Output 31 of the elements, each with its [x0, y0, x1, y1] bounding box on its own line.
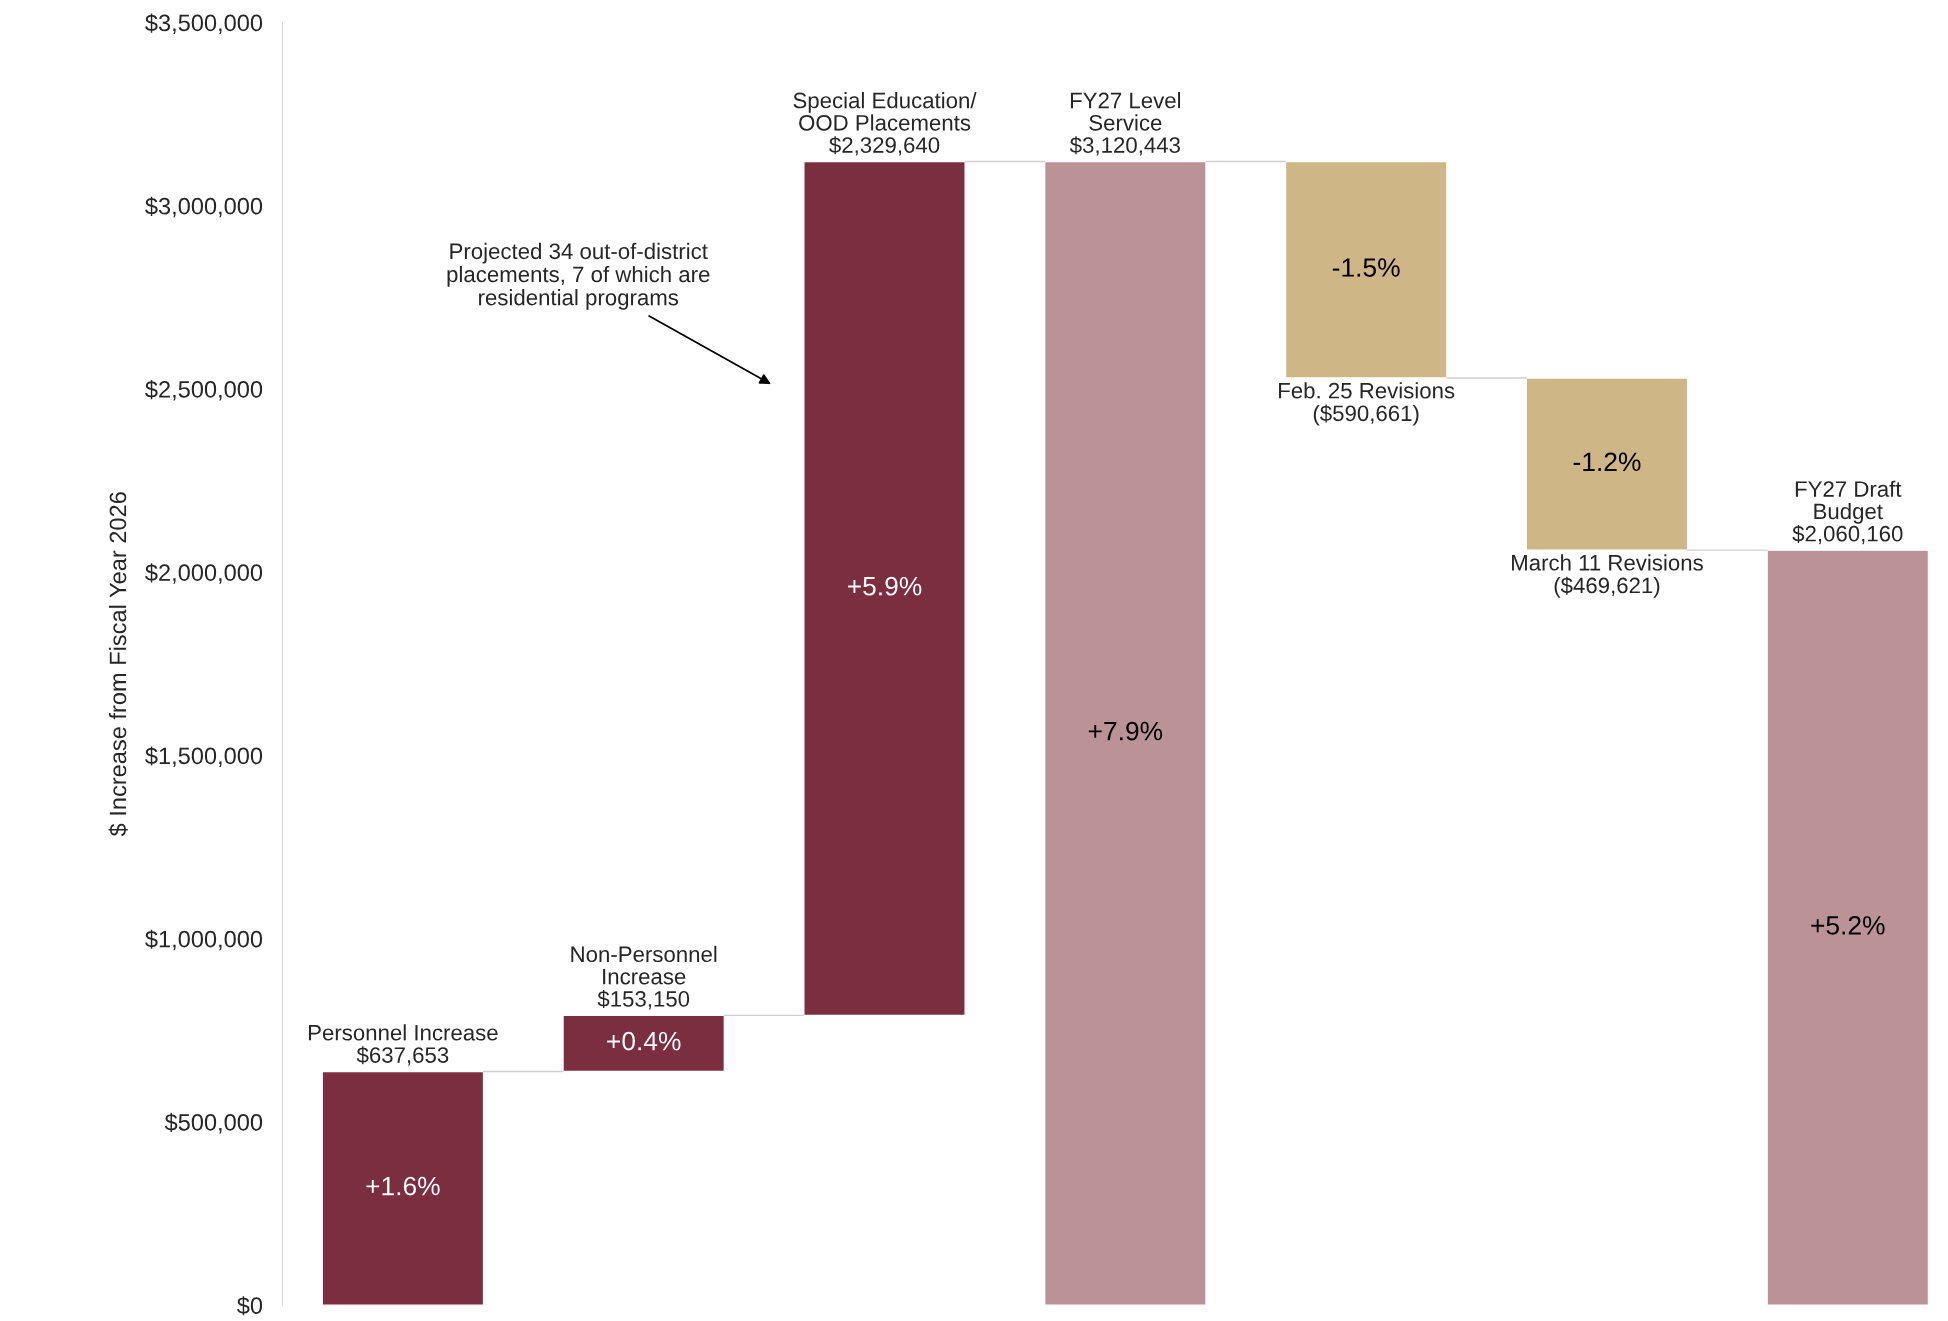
annotation: -1.2%	[1573, 452, 1641, 472]
x-tick-label: FY27 Draft Budget	[1795, 480, 1902, 524]
annotation: +5.9%	[848, 576, 922, 596]
y-tick-label: $2,000,000	[145, 563, 263, 584]
annotation: Projected 34 out-of-district placements, 7 of which are residential programs	[447, 242, 710, 310]
data-label: $2,329,640	[829, 136, 940, 156]
y-tick-label: $1,500,000	[145, 746, 263, 767]
x-tick-label: Feb. 25 Revisions	[1279, 382, 1455, 399]
x-tick-label: Personnel Increase	[308, 1024, 498, 1041]
annotation: -1.5%	[1332, 258, 1400, 277]
y-axis-title: $ Increase from Fiscal Year 2026	[108, 492, 128, 837]
x-tick-label: FY27 Level Service	[1070, 92, 1181, 131]
y-tick-label: $3,000,000	[145, 196, 263, 218]
y-tick-label: $2,500,000	[145, 380, 263, 401]
data-label: $3,120,443	[1069, 136, 1180, 156]
y-tick-label: $1,000,000	[145, 929, 263, 951]
y-tick-label: $500,000	[164, 1112, 263, 1134]
x-tick-label: Special Education/ OOD Placements	[793, 92, 977, 131]
data-label: $153,150	[597, 990, 690, 1010]
x-tick-label: Non-Personnel Increase	[571, 945, 717, 985]
data-label: ($469,621)	[1554, 576, 1660, 598]
x-tick-label: March 11 Revisions	[1512, 554, 1703, 571]
data-label: $637,653	[356, 1046, 449, 1066]
annotation: +1.6%	[366, 1176, 440, 1196]
data-label: ($590,661)	[1313, 404, 1419, 426]
annotation: +7.9%	[1088, 721, 1163, 741]
annotation: +5.2%	[1811, 916, 1885, 935]
y-tick-label: $3,500,000	[145, 13, 263, 35]
annotation: +0.4%	[607, 1031, 681, 1051]
y-tick-label: $0	[237, 1296, 263, 1316]
data-label: $2,060,160	[1792, 524, 1903, 545]
